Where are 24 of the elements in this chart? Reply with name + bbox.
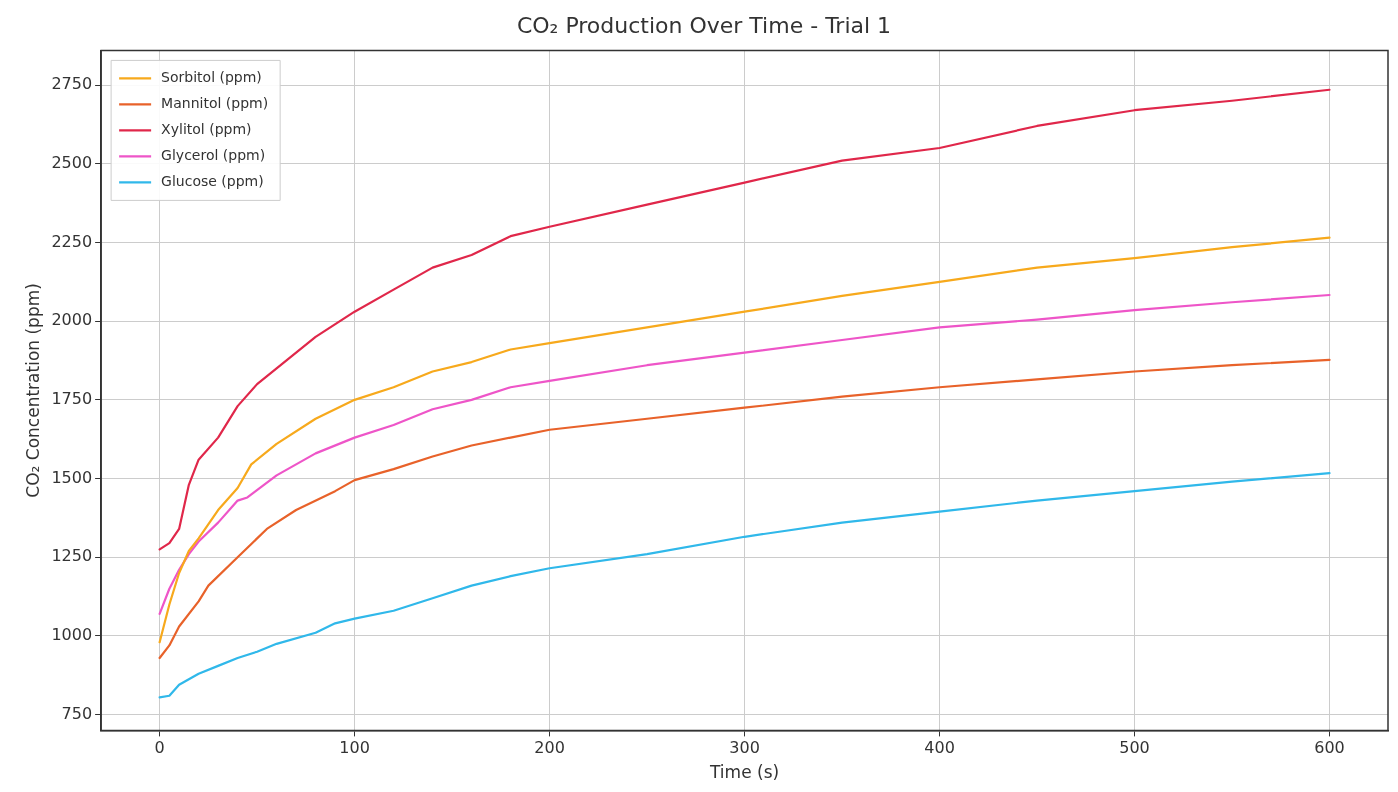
x-tick-label: 400 [924, 738, 955, 758]
x-tick-label: 300 [729, 738, 760, 758]
x-tick-label: 100 [339, 738, 370, 758]
x-tick-label: 500 [1119, 738, 1150, 758]
y-tick-label: 750 [61, 703, 93, 723]
y-tick-label: 2750 [51, 74, 93, 94]
y-axis-title: CO₂ Concentration (ppm) [22, 283, 43, 498]
x-tick-label: 200 [534, 738, 565, 758]
legend-label: Glycerol (ppm) [161, 147, 266, 164]
legend-label: Xylitol (ppm) [161, 121, 252, 138]
y-tick-label: 1000 [51, 625, 93, 645]
y-tick-label: 1750 [51, 389, 93, 408]
chart-title: CO₂ Production Over Time - Trial 1 [516, 12, 892, 38]
legend-label: Sorbitol (ppm) [161, 69, 262, 86]
y-tick-label: 2500 [51, 152, 93, 172]
x-tick-label: 600 [1314, 738, 1345, 758]
y-tick-label: 2000 [51, 310, 93, 330]
x-axis-title: Time (s) [708, 762, 780, 783]
y-tick-label: 1500 [51, 467, 93, 487]
legend-label: Mannitol (ppm) [161, 95, 269, 112]
y-tick-label: 1250 [51, 546, 93, 566]
y-tick-label: 2250 [51, 231, 93, 251]
x-tick-label: 0 [154, 738, 165, 758]
legend-label: Glucose (ppm) [161, 173, 264, 190]
